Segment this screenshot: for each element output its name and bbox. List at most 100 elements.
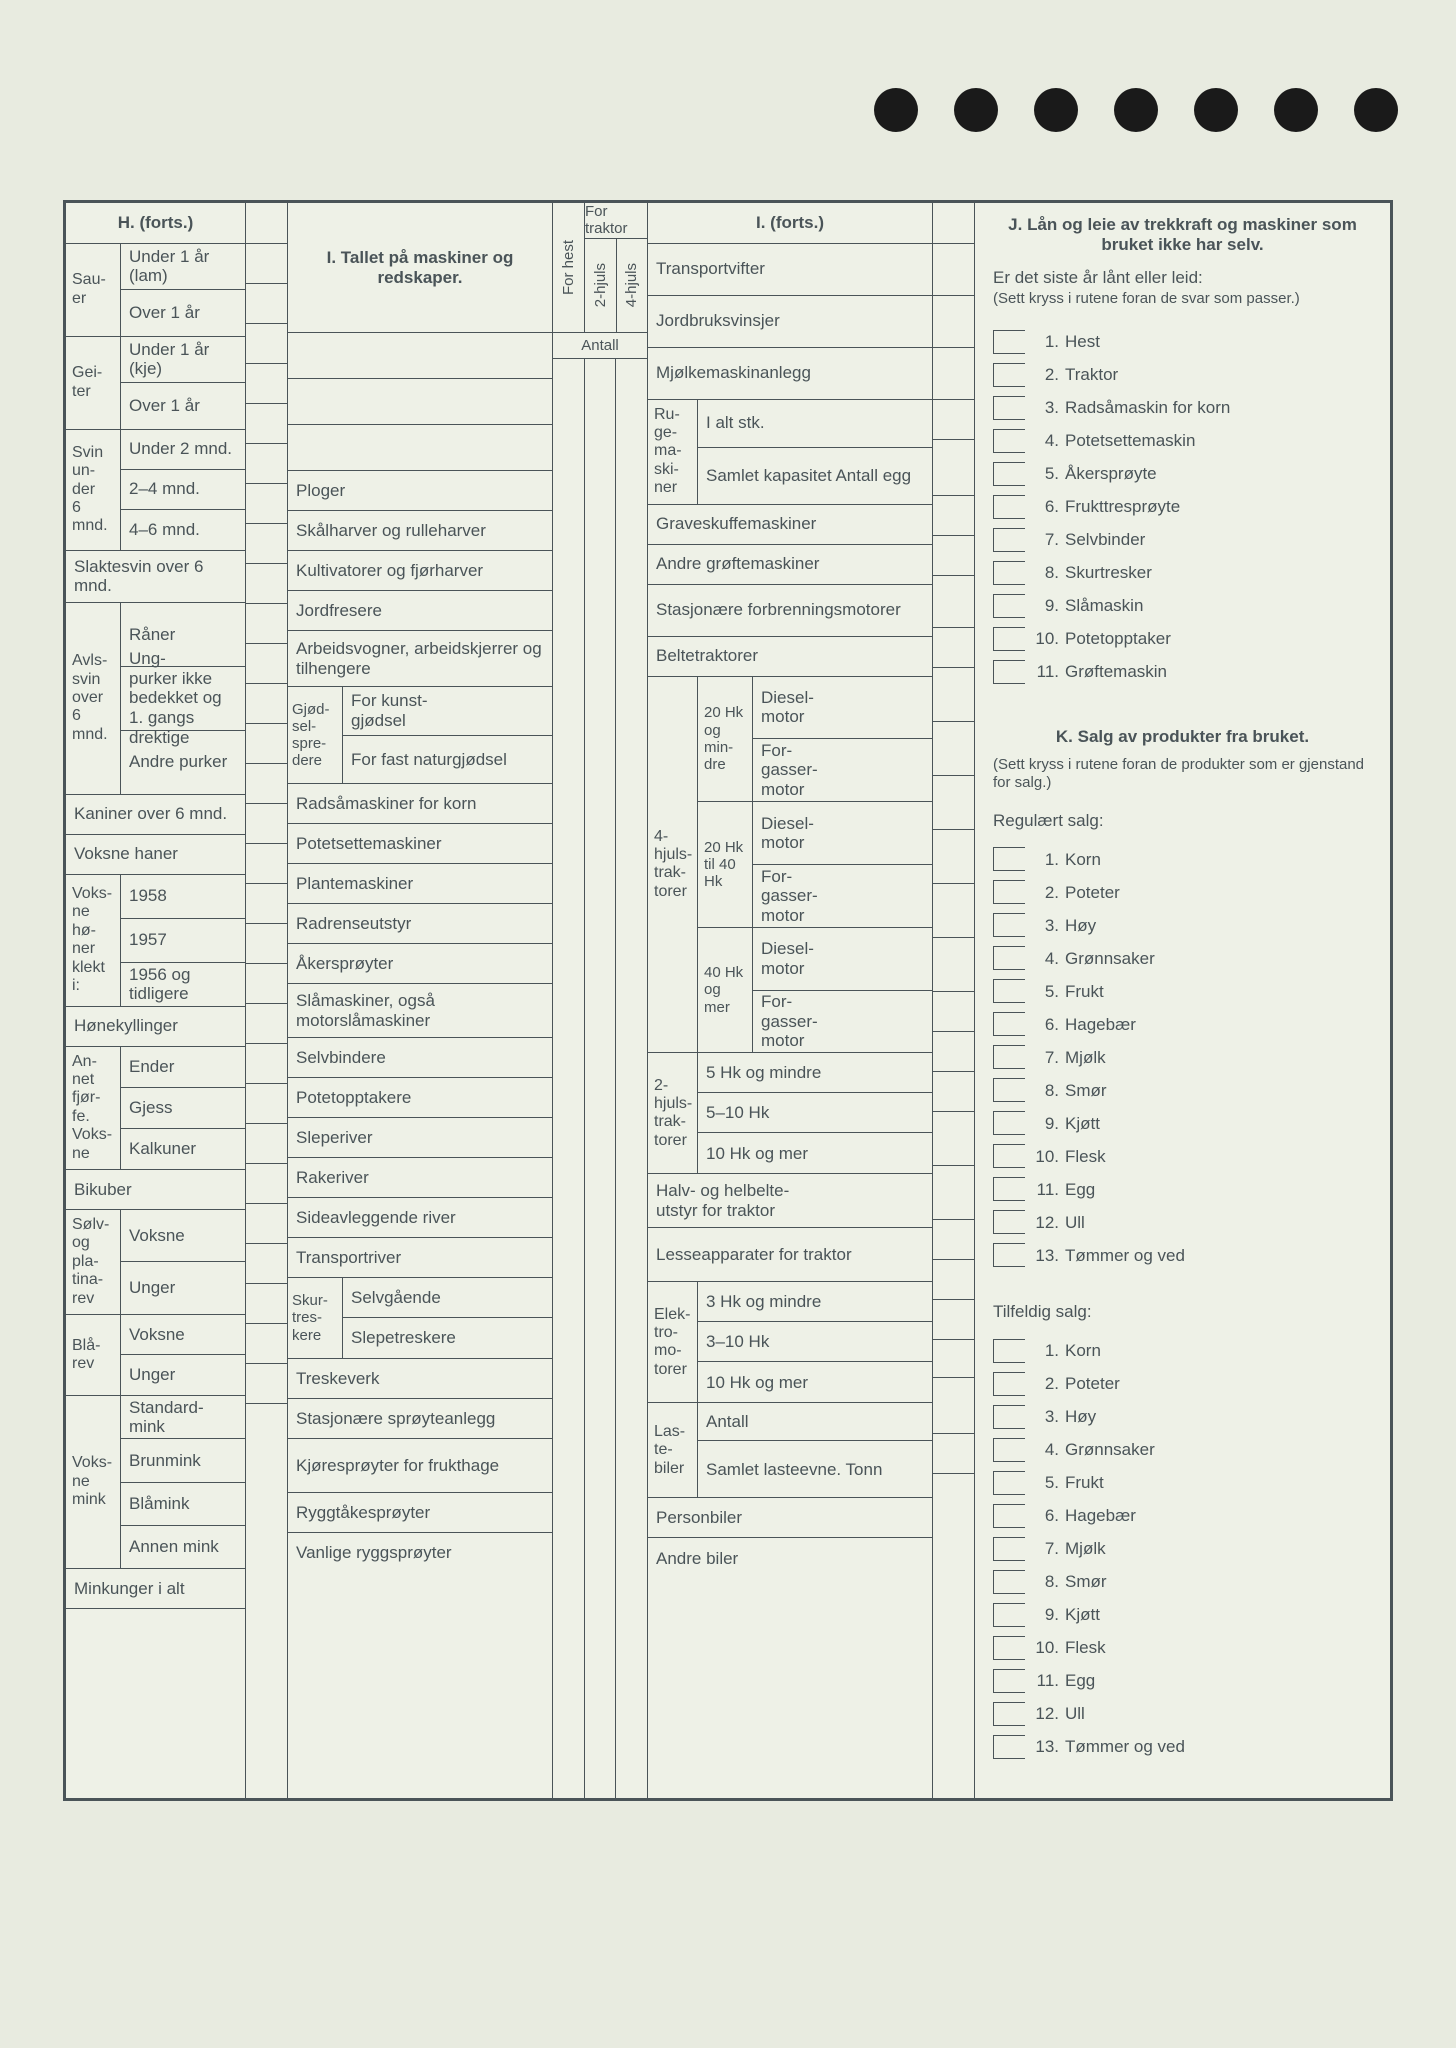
check-item: 2.Traktor	[993, 363, 1372, 387]
checkbox[interactable]	[993, 1669, 1025, 1693]
check-item: 10.Flesk	[993, 1144, 1372, 1168]
k-reg-head: Regulært salg:	[993, 811, 1372, 831]
check-label: Potetsettemaskin	[1065, 431, 1195, 451]
check-label: Flesk	[1065, 1638, 1106, 1658]
col-for-hest: For hest	[560, 240, 577, 295]
check-label: Frukt	[1065, 982, 1104, 1002]
checkbox[interactable]	[993, 1243, 1025, 1267]
check-item: 6.Hagebær	[993, 1504, 1372, 1528]
check-item: 8.Skurtresker	[993, 561, 1372, 585]
check-item: 2.Poteter	[993, 880, 1372, 904]
checkbox[interactable]	[993, 1012, 1025, 1036]
check-label: Selvbinder	[1065, 530, 1145, 550]
section-i-right-inputs-body	[933, 244, 974, 1798]
punch-hole	[1274, 88, 1318, 132]
check-label: Flesk	[1065, 1147, 1106, 1167]
check-item: 9.Slåmaskin	[993, 594, 1372, 618]
checkbox[interactable]	[993, 462, 1025, 486]
punch-hole	[1114, 88, 1158, 132]
check-label: Smør	[1065, 1572, 1107, 1592]
checkbox[interactable]	[993, 330, 1025, 354]
check-item: 7.Mjølk	[993, 1537, 1372, 1561]
section-i-numcols: For hest For traktor 2-hjuls 4-hjuls Ant…	[553, 203, 648, 1798]
check-label: Grønnsaker	[1065, 949, 1155, 969]
section-i-right-body: TransportvifterJordbruksvinsjerMjølkemas…	[648, 244, 932, 1798]
checkbox[interactable]	[993, 429, 1025, 453]
checkbox[interactable]	[993, 528, 1025, 552]
check-label: Hest	[1065, 332, 1100, 352]
section-h-inputs-body	[246, 244, 287, 1798]
checkbox[interactable]	[993, 396, 1025, 420]
checkbox[interactable]	[993, 627, 1025, 651]
checkbox[interactable]	[993, 847, 1025, 871]
section-i-title: I. Tallet på maskiner og redskaper.	[288, 203, 552, 333]
check-label: Frukt	[1065, 1473, 1104, 1493]
section-i-left: I. Tallet på maskiner og redskaper. Plog…	[288, 203, 553, 1798]
checkbox[interactable]	[993, 946, 1025, 970]
check-label: Tømmer og ved	[1065, 1737, 1185, 1757]
check-label: Mjølk	[1065, 1048, 1106, 1068]
checkbox[interactable]	[993, 1405, 1025, 1429]
check-label: Kjøtt	[1065, 1114, 1100, 1134]
check-item: 8.Smør	[993, 1570, 1372, 1594]
check-item: 2.Poteter	[993, 1372, 1372, 1396]
section-jk: J. Lån og leie av trekkraft og maskiner …	[975, 203, 1390, 1798]
check-label: Poteter	[1065, 883, 1120, 903]
section-i-left-body: PlogerSkålharver og rulleharverKultivato…	[288, 333, 552, 1798]
checkbox[interactable]	[993, 1504, 1025, 1528]
punch-hole	[954, 88, 998, 132]
check-item: 11.Egg	[993, 1177, 1372, 1201]
section-i-right-title: I. (forts.)	[648, 203, 932, 244]
checkbox[interactable]	[993, 979, 1025, 1003]
section-i-right: I. (forts.) TransportvifterJordbruksvins…	[648, 203, 933, 1798]
checkbox[interactable]	[993, 363, 1025, 387]
check-label: Potetopptaker	[1065, 629, 1171, 649]
checkbox[interactable]	[993, 561, 1025, 585]
checkbox[interactable]	[993, 1570, 1025, 1594]
check-label: Skurtresker	[1065, 563, 1152, 583]
checkbox[interactable]	[993, 1636, 1025, 1660]
check-label: Poteter	[1065, 1374, 1120, 1394]
section-j-title: J. Lån og leie av trekkraft og maskiner …	[993, 215, 1372, 254]
check-label: Ull	[1065, 1704, 1085, 1724]
checkbox[interactable]	[993, 1471, 1025, 1495]
k-note: (Sett kryss i rutene foran de produkter …	[993, 756, 1372, 791]
checkbox[interactable]	[993, 1177, 1025, 1201]
col-4hjuls: 4-hjuls	[623, 263, 640, 307]
checkbox[interactable]	[993, 1372, 1025, 1396]
checkbox[interactable]	[993, 1603, 1025, 1627]
checkbox[interactable]	[993, 913, 1025, 937]
check-label: Kjøtt	[1065, 1605, 1100, 1625]
k-tilf-list: 1.Korn2.Poteter3.Høy4.Grønnsaker5.Frukt6…	[993, 1330, 1372, 1768]
checkbox[interactable]	[993, 1045, 1025, 1069]
section-h: H. (forts.) Sau- erUnder 1 år (lam)Over …	[66, 203, 246, 1798]
check-item: 4.Grønnsaker	[993, 1438, 1372, 1462]
check-label: Slåmaskin	[1065, 596, 1143, 616]
check-label: Grøftemaskin	[1065, 662, 1167, 682]
punch-hole	[1034, 88, 1078, 132]
checkbox[interactable]	[993, 1537, 1025, 1561]
check-label: Hagebær	[1065, 1506, 1136, 1526]
checkbox[interactable]	[993, 1735, 1025, 1759]
j-note: (Sett kryss i rutene foran de svar som p…	[993, 290, 1372, 307]
checkbox[interactable]	[993, 1144, 1025, 1168]
checkbox[interactable]	[993, 1438, 1025, 1462]
checkbox[interactable]	[993, 1210, 1025, 1234]
check-item: 4.Potetsettemaskin	[993, 429, 1372, 453]
check-item: 6.Hagebær	[993, 1012, 1372, 1036]
checkbox[interactable]	[993, 1339, 1025, 1363]
check-item: 10.Potetopptaker	[993, 627, 1372, 651]
k-reg-list: 1.Korn2.Poteter3.Høy4.Grønnsaker5.Frukt6…	[993, 838, 1372, 1276]
section-h-inputs	[246, 203, 288, 1798]
punch-hole	[874, 88, 918, 132]
checkbox[interactable]	[993, 660, 1025, 684]
check-item: 7.Mjølk	[993, 1045, 1372, 1069]
checkbox[interactable]	[993, 495, 1025, 519]
checkbox[interactable]	[993, 594, 1025, 618]
check-label: Mjølk	[1065, 1539, 1106, 1559]
checkbox[interactable]	[993, 1078, 1025, 1102]
checkbox[interactable]	[993, 880, 1025, 904]
checkbox[interactable]	[993, 1111, 1025, 1135]
check-label: Korn	[1065, 1341, 1101, 1361]
checkbox[interactable]	[993, 1702, 1025, 1726]
